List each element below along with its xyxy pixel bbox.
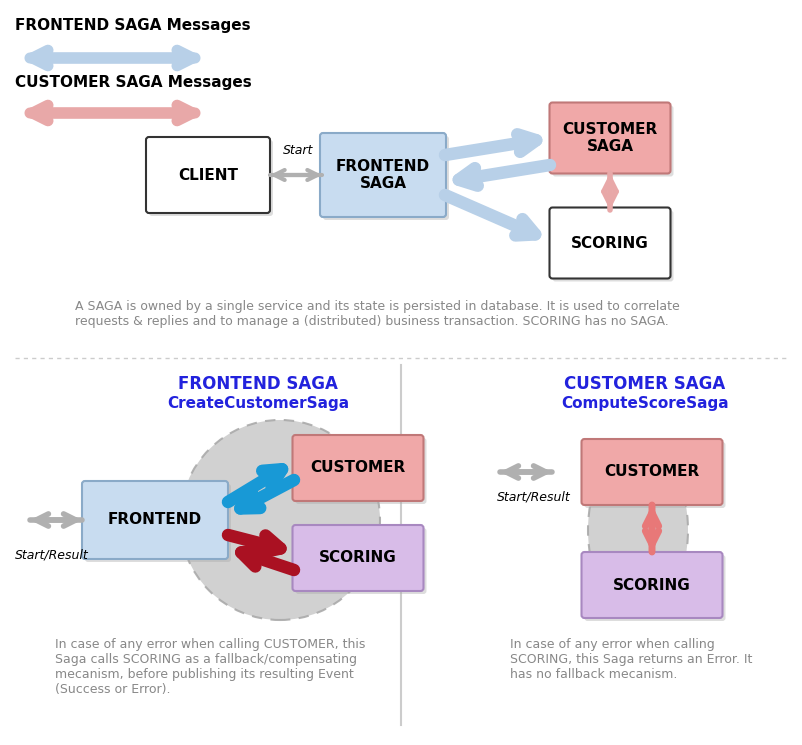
Text: CUSTOMER
SAGA: CUSTOMER SAGA: [562, 121, 658, 154]
Text: In case of any error when calling
SCORING, this Saga returns an Error. It
has no: In case of any error when calling SCORIN…: [510, 638, 752, 681]
FancyBboxPatch shape: [581, 439, 723, 505]
FancyBboxPatch shape: [581, 552, 723, 618]
Text: SCORING: SCORING: [613, 577, 691, 592]
FancyBboxPatch shape: [549, 103, 670, 174]
Text: Start/Result: Start/Result: [15, 548, 89, 561]
Text: FRONTEND
SAGA: FRONTEND SAGA: [336, 159, 430, 191]
Text: FRONTEND SAGA: FRONTEND SAGA: [178, 375, 338, 393]
Ellipse shape: [180, 420, 380, 620]
FancyBboxPatch shape: [320, 133, 446, 217]
FancyBboxPatch shape: [85, 484, 231, 562]
FancyBboxPatch shape: [146, 137, 270, 213]
FancyBboxPatch shape: [585, 442, 726, 508]
Ellipse shape: [588, 445, 688, 615]
FancyBboxPatch shape: [585, 555, 726, 621]
FancyBboxPatch shape: [149, 140, 273, 216]
FancyBboxPatch shape: [295, 438, 427, 504]
FancyBboxPatch shape: [553, 106, 674, 177]
FancyBboxPatch shape: [293, 435, 423, 501]
FancyBboxPatch shape: [82, 481, 228, 559]
Text: CreateCustomerSaga: CreateCustomerSaga: [167, 396, 349, 411]
Text: CUSTOMER SAGA: CUSTOMER SAGA: [565, 375, 726, 393]
Text: A SAGA is owned by a single service and its state is persisted in database. It i: A SAGA is owned by a single service and …: [75, 300, 680, 328]
Text: ComputeScoreSaga: ComputeScoreSaga: [561, 396, 729, 411]
Text: SCORING: SCORING: [571, 235, 649, 250]
Text: CUSTOMER SAGA Messages: CUSTOMER SAGA Messages: [15, 75, 252, 90]
Text: Start: Start: [283, 144, 314, 156]
Text: CLIENT: CLIENT: [178, 168, 238, 183]
FancyBboxPatch shape: [295, 528, 427, 594]
FancyBboxPatch shape: [549, 208, 670, 279]
FancyBboxPatch shape: [553, 211, 674, 282]
FancyBboxPatch shape: [323, 136, 449, 220]
Text: FRONTEND SAGA Messages: FRONTEND SAGA Messages: [15, 18, 250, 33]
Text: CUSTOMER: CUSTOMER: [310, 460, 406, 475]
FancyBboxPatch shape: [293, 525, 423, 591]
Text: CUSTOMER: CUSTOMER: [605, 464, 699, 480]
Text: SCORING: SCORING: [319, 551, 397, 565]
Text: In case of any error when calling CUSTOMER, this
Saga calls SCORING as a fallbac: In case of any error when calling CUSTOM…: [55, 638, 366, 696]
Text: FRONTEND: FRONTEND: [108, 513, 202, 527]
Text: Start/Result: Start/Result: [497, 490, 571, 503]
